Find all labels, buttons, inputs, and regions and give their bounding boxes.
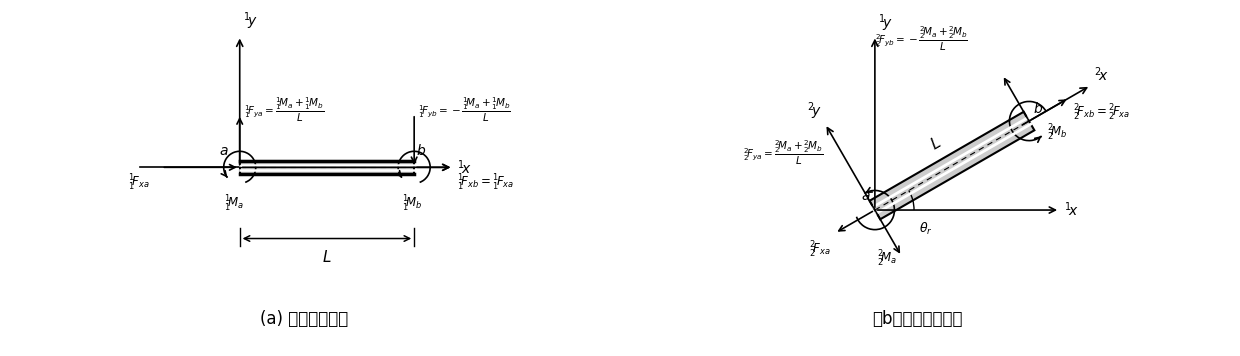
Text: $^1\!x$: $^1\!x$ [456,158,471,177]
Text: $^2\!x$: $^2\!x$ [1094,65,1109,84]
Text: $^1\!y$: $^1\!y$ [243,10,258,32]
Text: $^1_1\!F_{xb}=^1_1\!F_{xa}$: $^1_1\!F_{xb}=^1_1\!F_{xa}$ [456,173,515,193]
Text: $^1_1\!F_{xa}$: $^1_1\!F_{xa}$ [128,173,150,193]
Text: $a$: $a$ [219,145,229,158]
Text: $a$: $a$ [861,189,870,203]
Text: $^1\!x$: $^1\!x$ [1064,201,1079,219]
Text: $L$: $L$ [322,249,332,265]
Bar [239,161,414,174]
Text: $^2_2\!M_b$: $^2_2\!M_b$ [1047,123,1068,143]
Text: $^2_2\!F_{yb}=-\dfrac{^2_2\!M_a+^2_2\!M_b}{L}$: $^2_2\!F_{yb}=-\dfrac{^2_2\!M_a+^2_2\!M_… [875,25,968,53]
Text: $^2\!y$: $^2\!y$ [807,100,821,122]
Text: $^2_2\!F_{ya}=\dfrac{^2_2\!M_a+^2_2\!M_b}{L}$: $^2_2\!F_{ya}=\dfrac{^2_2\!M_a+^2_2\!M_b… [743,139,823,167]
Text: $^2_2\!M_a$: $^2_2\!M_a$ [877,249,897,269]
Text: $^1_1\!M_b$: $^1_1\!M_b$ [402,194,423,214]
Text: $b$: $b$ [415,143,427,158]
Text: $^1\!y$: $^1\!y$ [878,12,893,34]
Text: （b）经历刚体转动: （b）经历刚体转动 [873,309,962,328]
Text: $^2_2\!F_{xa}$: $^2_2\!F_{xa}$ [810,240,831,260]
Text: $L$: $L$ [928,135,944,153]
Polygon shape [869,112,1034,219]
Text: $\theta_r$: $\theta_r$ [919,221,932,237]
Text: $^1_1\!F_{yb}=-\dfrac{^1_1\!M_a+^1_1\!M_b}{L}$: $^1_1\!F_{yb}=-\dfrac{^1_1\!M_a+^1_1\!M_… [418,96,511,124]
Text: $b$: $b$ [1033,101,1043,116]
Text: (a) 初始平衡状态: (a) 初始平衡状态 [259,309,348,328]
Text: $^1_1\!M_a$: $^1_1\!M_a$ [224,194,244,214]
Text: $^2_2\!F_{xb}=^2_2\!F_{xa}$: $^2_2\!F_{xb}=^2_2\!F_{xa}$ [1073,103,1130,123]
Bar [239,161,414,174]
Text: $^1_1\!F_{ya}=\dfrac{^1_1\!M_a+^1_1\!M_b}{L}$: $^1_1\!F_{ya}=\dfrac{^1_1\!M_a+^1_1\!M_b… [244,96,324,124]
